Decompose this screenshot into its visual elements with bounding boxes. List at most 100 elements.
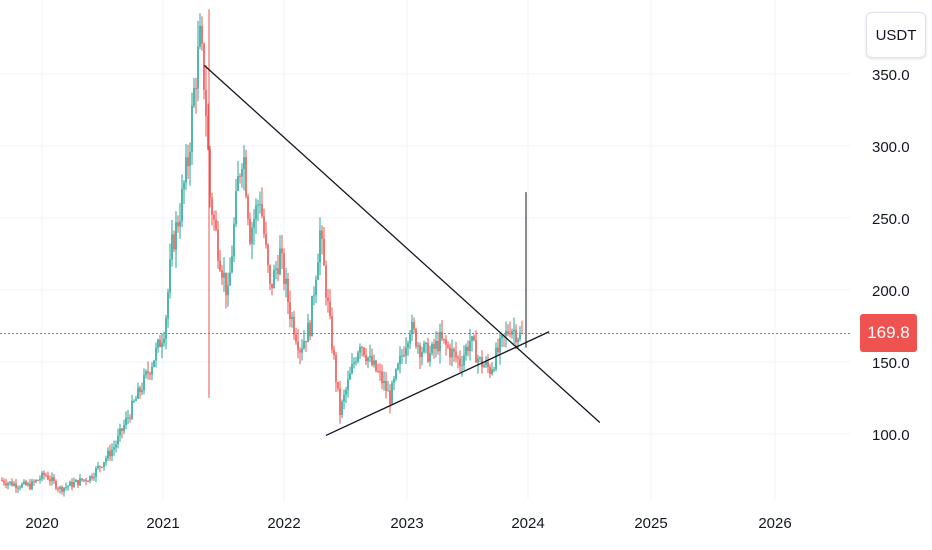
candle-body <box>123 424 125 431</box>
candle-body <box>289 302 291 319</box>
candle-body <box>277 268 279 275</box>
candle-body <box>283 253 285 284</box>
x-tick-label: 2026 <box>758 515 791 532</box>
candle-body <box>1 480 3 482</box>
candle-body <box>15 483 17 489</box>
candle-body <box>11 481 13 486</box>
candle-body <box>429 353 431 362</box>
candle-body <box>255 205 257 220</box>
candle-body <box>301 348 303 353</box>
candle-body <box>407 343 409 348</box>
currency-unit-button[interactable]: USDT <box>866 12 926 58</box>
candle-body <box>377 370 379 372</box>
candle-body <box>461 365 463 367</box>
candle-body <box>487 361 489 367</box>
candle-body <box>51 477 53 482</box>
candle-body <box>393 378 395 384</box>
candle-body <box>177 222 179 227</box>
candle-body <box>357 352 359 362</box>
candle-body <box>309 322 311 337</box>
x-tick-label: 2025 <box>634 515 667 532</box>
candle-body <box>69 481 71 486</box>
candle-body <box>443 338 445 340</box>
candle-body <box>9 481 11 484</box>
candle-body <box>371 355 373 365</box>
candle-body <box>247 196 249 219</box>
candle-body <box>291 316 293 319</box>
candle-body <box>137 387 139 399</box>
candle-body <box>521 332 523 334</box>
candle-body <box>183 182 185 189</box>
y-axis: 100.0 150.0 200.0 250.0 300.0 350.0 <box>872 67 910 444</box>
candle-body <box>239 175 241 177</box>
candle-body <box>337 382 339 389</box>
y-tick-label: 250.0 <box>872 211 910 228</box>
candle-body <box>435 341 437 349</box>
candle-body <box>341 401 343 415</box>
candle-body <box>471 336 473 342</box>
candle-body <box>157 339 159 348</box>
ascending-trendline[interactable] <box>325 331 550 437</box>
candle-body <box>321 230 323 239</box>
candle-body <box>95 468 97 477</box>
candle-body <box>37 479 39 481</box>
candle-body <box>453 348 455 352</box>
candle-body <box>79 478 81 486</box>
candle-body <box>327 297 329 302</box>
candle-body <box>447 344 449 348</box>
candle-body <box>463 355 465 366</box>
candle-body <box>101 467 103 469</box>
candle-body <box>91 476 93 479</box>
candle-body <box>303 341 305 349</box>
candle-body <box>409 334 411 344</box>
candle-body <box>501 335 503 339</box>
candle-body <box>365 355 367 362</box>
candle-body <box>169 259 171 293</box>
candles <box>1 9 527 497</box>
candle-body <box>63 487 65 492</box>
candle-body <box>107 450 109 459</box>
candle-body <box>451 348 453 358</box>
candle-body <box>349 373 351 380</box>
candle-body <box>427 342 429 362</box>
candle-body <box>267 244 269 266</box>
grid <box>0 0 850 500</box>
candle-body <box>3 480 5 484</box>
candle-body <box>253 219 255 228</box>
candle-body <box>135 398 137 401</box>
candle-body <box>515 329 517 343</box>
candle-body <box>149 373 151 375</box>
candle-body <box>23 481 25 484</box>
candle-body <box>111 449 113 457</box>
candle-body <box>159 339 161 347</box>
candle-body <box>43 472 45 476</box>
candle-body <box>499 338 501 353</box>
candle-body <box>345 389 347 395</box>
descending-trendline[interactable] <box>203 64 601 423</box>
y-tick-label: 150.0 <box>872 355 910 372</box>
candle-body <box>143 374 145 391</box>
candle-body <box>125 417 127 425</box>
candle-body <box>229 272 231 286</box>
candle-body <box>201 25 203 44</box>
candle-body <box>467 346 469 352</box>
candle-body <box>93 476 95 479</box>
candle-body <box>439 331 441 352</box>
candle-body <box>399 355 401 364</box>
candle-body <box>173 234 175 250</box>
candle-body <box>223 272 225 278</box>
candle-body <box>151 366 153 375</box>
trendlines[interactable] <box>203 64 601 437</box>
candle-body <box>331 316 333 350</box>
candle-body <box>133 400 135 402</box>
candle-body <box>181 188 183 222</box>
candle-body <box>355 361 357 363</box>
candle-body <box>517 339 519 343</box>
candle-body <box>375 360 377 371</box>
candle-body <box>273 269 275 289</box>
candle-body <box>87 480 89 482</box>
candle-body <box>395 369 397 379</box>
candle-body <box>329 301 331 317</box>
candle-body <box>73 482 75 487</box>
